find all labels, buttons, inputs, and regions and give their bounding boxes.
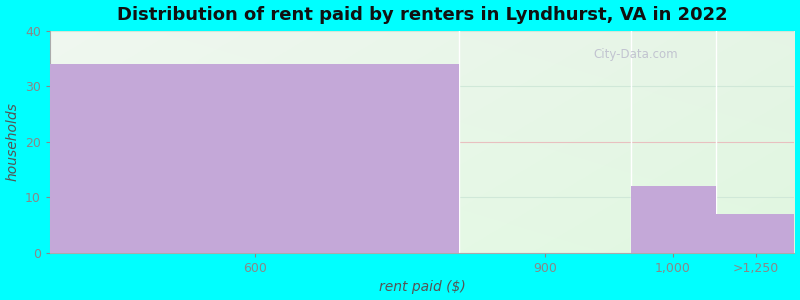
Y-axis label: households: households — [6, 102, 19, 181]
Bar — [50, 64, 459, 253]
Bar — [716, 214, 794, 253]
X-axis label: rent paid ($): rent paid ($) — [379, 280, 466, 294]
Title: Distribution of rent paid by renters in Lyndhurst, VA in 2022: Distribution of rent paid by renters in … — [117, 6, 727, 24]
Text: City-Data.com: City-Data.com — [594, 48, 678, 62]
Bar — [630, 186, 716, 253]
